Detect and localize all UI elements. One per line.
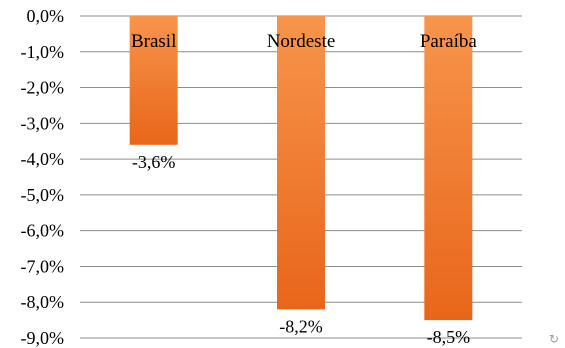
bar-nordeste	[277, 16, 325, 310]
bar-brasil	[129, 16, 178, 145]
y-tick-label: -6,0%	[21, 221, 65, 241]
data-label: -8,5%	[427, 327, 471, 347]
y-tick-label: -3,0%	[21, 113, 65, 133]
loop-icon: ↻	[548, 332, 559, 346]
y-axis-tick-labels: 0,0% -1,0% -2,0% -3,0% -4,0% -5,0% -6,0% -7,0% -…	[21, 6, 65, 348]
y-tick-label: -2,0%	[21, 78, 65, 98]
category-label: Brasil	[131, 31, 176, 52]
data-label: -3,6%	[132, 152, 176, 172]
y-tick-label: -1,0%	[21, 42, 65, 62]
y-tick-label: 0,0%	[27, 6, 65, 26]
y-tick-label: -8,0%	[21, 292, 65, 312]
y-tick-label: -4,0%	[21, 149, 65, 169]
data-label: -8,2%	[279, 316, 323, 336]
bar-paraíba	[424, 16, 473, 321]
y-tick-label: -9,0%	[21, 328, 65, 348]
data-labels: -3,6% -8,2% -8,5%	[132, 152, 470, 347]
y-tick-label: -5,0%	[21, 185, 65, 205]
bars	[129, 16, 473, 321]
category-label: Paraíba	[420, 31, 478, 52]
category-label: Nordeste	[267, 31, 336, 52]
y-tick-label: -7,0%	[21, 256, 65, 276]
category-labels: Brasil Nordeste Paraíba	[131, 31, 477, 52]
